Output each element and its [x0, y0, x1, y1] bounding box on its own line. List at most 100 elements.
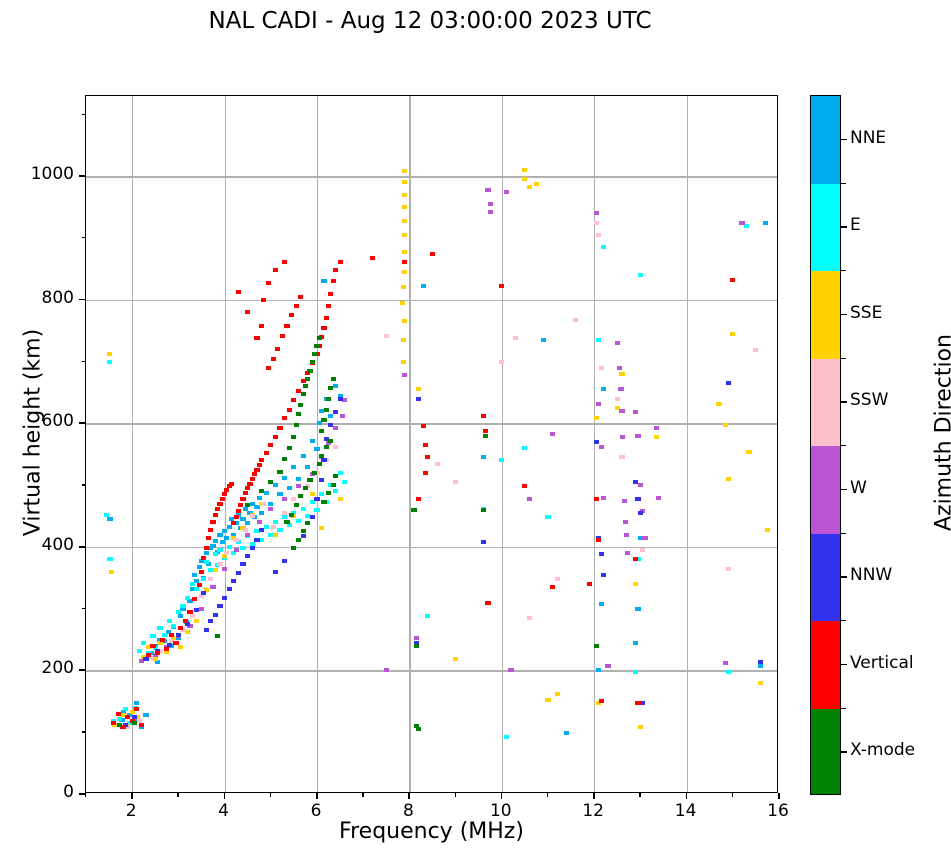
plot-area	[85, 95, 778, 793]
echo-point	[178, 614, 184, 619]
echo-point	[265, 280, 272, 285]
x-tick-label: 4	[218, 801, 229, 821]
x-tick-minor	[362, 793, 364, 797]
echo-point	[624, 551, 631, 556]
echo-point	[300, 391, 306, 396]
echo-point	[168, 638, 175, 643]
echo-point	[217, 501, 223, 506]
echo-point	[730, 331, 736, 336]
echo-point	[141, 654, 147, 659]
echo-point	[339, 413, 345, 418]
echo-point	[256, 495, 262, 500]
echo-point	[291, 397, 297, 402]
echo-point	[402, 270, 408, 275]
echo-point	[122, 707, 128, 712]
echo-point	[321, 325, 327, 330]
echo-point	[312, 352, 318, 357]
echo-point	[194, 578, 200, 583]
echo-point	[746, 450, 752, 455]
echo-point	[487, 210, 493, 215]
echo-point	[240, 517, 246, 522]
echo-point	[321, 418, 327, 423]
echo-point	[623, 520, 629, 525]
y-tick-label: 400	[41, 534, 74, 555]
echo-point	[653, 434, 660, 439]
echo-point	[323, 436, 329, 441]
echo-point	[106, 352, 112, 357]
echo-point	[212, 612, 218, 617]
y-tick	[79, 298, 85, 301]
echo-point	[325, 396, 332, 401]
echo-point	[231, 578, 237, 583]
echo-point	[416, 496, 422, 501]
echo-point	[328, 413, 334, 418]
gridline-vertical	[317, 96, 319, 792]
x-tick-minor	[639, 793, 641, 797]
echo-point	[420, 424, 426, 429]
y-tick-minor	[81, 360, 85, 362]
echo-point	[108, 569, 114, 574]
echo-point	[328, 422, 334, 427]
echo-point	[413, 636, 419, 641]
echo-point	[309, 500, 315, 505]
echo-point	[342, 480, 348, 485]
echo-point	[134, 701, 140, 706]
echo-point	[402, 169, 408, 174]
echo-point	[596, 668, 602, 673]
echo-point	[182, 619, 188, 624]
echo-point	[124, 714, 131, 719]
echo-point	[254, 537, 260, 542]
echo-point	[173, 640, 179, 645]
echo-point	[187, 599, 193, 604]
echo-point	[593, 211, 600, 216]
colorbar-boundary-tick	[841, 270, 846, 272]
echo-point	[189, 614, 195, 619]
echo-point	[291, 434, 297, 439]
echo-point	[522, 168, 528, 173]
echo-point	[288, 512, 295, 517]
colorbar-title: Azimuth Direction	[931, 333, 951, 532]
echo-point	[596, 232, 602, 237]
echo-point	[487, 202, 493, 207]
echo-point	[277, 426, 283, 431]
echo-point	[159, 637, 165, 642]
echo-point	[189, 586, 195, 591]
echo-point	[550, 432, 556, 437]
x-tick-label: 6	[310, 801, 322, 821]
echo-point	[196, 583, 202, 588]
echo-point	[196, 564, 202, 569]
echo-point	[258, 510, 265, 515]
echo-point	[402, 259, 408, 264]
echo-point	[499, 359, 505, 364]
echo-point	[242, 506, 248, 511]
echo-point	[307, 478, 313, 483]
echo-point	[633, 581, 639, 586]
echo-point	[208, 619, 214, 624]
echo-point	[764, 527, 771, 532]
echo-point	[226, 525, 232, 530]
echo-point	[526, 615, 533, 620]
echo-point	[249, 501, 255, 506]
echo-point	[300, 379, 306, 384]
echo-point	[503, 189, 509, 194]
x-tick	[408, 793, 410, 799]
y-tick-label: 600	[41, 411, 74, 432]
echo-point	[757, 680, 764, 685]
y-tick-minor	[81, 113, 85, 115]
y-tick-label: 1000	[30, 164, 74, 185]
echo-point	[222, 528, 228, 533]
echo-point	[593, 643, 600, 648]
colorbar-segment-sse	[811, 271, 840, 359]
echo-point	[256, 520, 262, 525]
echo-point	[164, 646, 170, 651]
echo-point	[247, 481, 253, 486]
echo-point	[633, 410, 639, 415]
echo-point	[291, 496, 297, 501]
echo-point	[178, 626, 184, 631]
echo-point	[205, 535, 212, 540]
echo-point	[119, 717, 125, 722]
echo-point	[550, 585, 556, 590]
echo-point	[217, 548, 223, 552]
echo-point	[330, 483, 336, 488]
gridline-horizontal	[86, 423, 777, 425]
